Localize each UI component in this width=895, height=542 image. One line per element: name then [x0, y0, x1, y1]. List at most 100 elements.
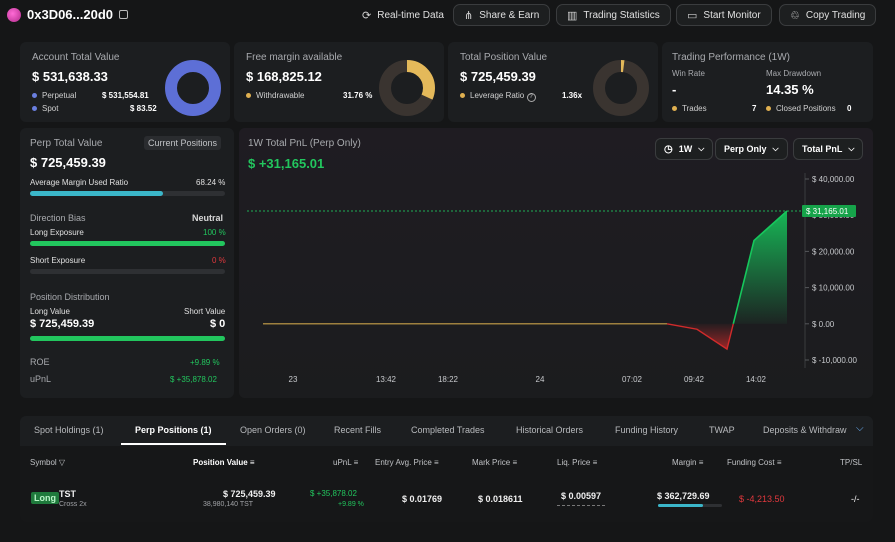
- drawdown-label: Max Drawdown: [766, 69, 822, 78]
- leverage-label: Leverage Ratio ?: [460, 91, 536, 102]
- roe-label: ROE: [30, 357, 50, 367]
- row-entry-price: $ 0.01769: [402, 494, 443, 504]
- withdrawable-label: Withdrawable: [246, 91, 304, 100]
- trading-statistics-button[interactable]: ▥ Trading Statistics: [556, 4, 671, 26]
- chevron-down-icon[interactable]: ⌵: [856, 423, 864, 434]
- stats-icon: ▥: [567, 9, 578, 22]
- distribution-bar-fill: [30, 336, 225, 341]
- copy-icon[interactable]: [119, 10, 129, 19]
- refresh-icon: ⟳: [362, 9, 372, 22]
- x-tick-label: 14:02: [746, 375, 767, 384]
- tab-twap[interactable]: TWAP: [709, 425, 735, 435]
- row-margin: $ 362,729.69: [657, 491, 710, 501]
- pnl-chart: $ 40,000.00$ 30,000.00$ 20,000.00$ 10,00…: [247, 173, 857, 384]
- chevron-down-icon: ⌵: [698, 144, 705, 153]
- short-value: $ 0: [210, 318, 226, 330]
- withdrawable-value: 31.76 %: [343, 91, 373, 100]
- position-donut: [593, 60, 649, 116]
- scope-select[interactable]: Perp Only ⌵: [715, 138, 788, 160]
- tab-completed-trades[interactable]: Completed Trades: [411, 425, 485, 435]
- account-donut: [165, 60, 221, 116]
- sort-icon: ≡: [776, 458, 782, 467]
- active-tab-indicator: [121, 443, 226, 445]
- copy-trading-button[interactable]: ♲ Copy Trading: [779, 4, 877, 26]
- pnl-line-positive: [732, 210, 788, 324]
- col-mark-price[interactable]: Mark Price ≡: [472, 458, 518, 467]
- drawdown-value: 14.35 %: [766, 82, 814, 97]
- sort-icon: ≡: [592, 458, 598, 467]
- short-exposure-bar: [30, 269, 225, 274]
- current-positions-button[interactable]: Current Positions: [144, 136, 222, 150]
- col-tpsl: TP/SL: [840, 458, 863, 467]
- row-upnl: $ +35,878.02: [310, 489, 357, 498]
- sort-icon: ≡: [512, 458, 518, 467]
- avatar: [7, 7, 21, 22]
- col-margin[interactable]: Margin ≡: [672, 458, 704, 467]
- col-funding-cost[interactable]: Funding Cost ≡: [727, 458, 782, 467]
- start-monitor-button[interactable]: ▭ Start Monitor: [676, 4, 772, 26]
- upnl-value: $ +35,878.02: [170, 375, 217, 384]
- closed-positions-value: 0: [847, 104, 852, 113]
- share-icon: ⋔: [464, 9, 474, 22]
- period-select[interactable]: ◷ 1W ⌵: [655, 138, 714, 160]
- x-tick-label: 09:42: [684, 375, 705, 384]
- tab-recent-fills[interactable]: Recent Fills: [334, 425, 382, 435]
- avg-margin-bar-fill: [30, 191, 164, 196]
- win-rate-value: -: [672, 82, 677, 97]
- row-tpsl[interactable]: -/-: [851, 494, 860, 504]
- tab-funding-history[interactable]: Funding History: [615, 425, 679, 435]
- sort-icon: ≡: [698, 458, 704, 467]
- current-value-badge: [802, 204, 856, 217]
- long-exposure-value: 100 %: [203, 228, 226, 237]
- trades-label: Trades: [672, 104, 707, 113]
- tab-open-orders[interactable]: Open Orders (0): [240, 425, 306, 435]
- col-entry-price[interactable]: Entry Avg. Price ≡: [375, 458, 439, 467]
- tab-historical-orders[interactable]: Historical Orders: [516, 425, 584, 435]
- tab-spot-holdings[interactable]: Spot Holdings (1): [34, 425, 104, 435]
- row-upnl-pct: +9.89 %: [338, 501, 364, 508]
- liq-underline: [557, 505, 605, 506]
- positions-table: Symbol ▽ Position Value ≡ uPnL ≡ Entry A…: [20, 446, 873, 522]
- margin-donut: [379, 60, 435, 116]
- win-rate-label: Win Rate: [672, 69, 705, 78]
- col-upnl[interactable]: uPnL ≡: [333, 458, 359, 467]
- x-tick-label: 07:02: [622, 375, 643, 384]
- margin-bar-fill: [658, 504, 703, 507]
- col-symbol[interactable]: Symbol ▽: [30, 458, 66, 467]
- direction-bias-label: Direction Bias: [30, 213, 86, 223]
- col-position-value[interactable]: Position Value ≡: [193, 458, 255, 467]
- metric-select[interactable]: Total PnL ⌵: [793, 138, 864, 160]
- position-value: $ 725,459.39: [460, 69, 536, 84]
- realtime-data-button[interactable]: ⟳ Real-time Data: [362, 9, 444, 22]
- long-value-label: Long Value: [30, 307, 70, 316]
- sort-icon: ≡: [353, 458, 359, 467]
- spot-value: $ 83.52: [130, 104, 157, 113]
- share-earn-button[interactable]: ⋔ Share & Earn: [453, 4, 551, 26]
- x-tick-label: 18:22: [438, 375, 459, 384]
- sort-icon: ≡: [434, 458, 439, 467]
- tab-perp-positions[interactable]: Perp Positions (1): [135, 425, 212, 435]
- positions-tabs: Spot Holdings (1) Perp Positions (1) Ope…: [20, 416, 873, 446]
- donut-perpetual-slice: [165, 60, 221, 116]
- perp-summary-card: Perp Total Value Current Positions $ 725…: [20, 128, 234, 398]
- position-value-card: Total Position Value $ 725,459.39 Levera…: [448, 42, 658, 122]
- tab-deposits-withdrawals[interactable]: Deposits & Withdraw: [763, 425, 847, 435]
- positive-area: [733, 210, 787, 324]
- free-margin-value: $ 168,825.12: [246, 69, 322, 84]
- current-value-label: $ 31,165.01: [806, 207, 849, 216]
- donut-withdrawable-slice: [379, 60, 435, 116]
- spot-label: Spot: [32, 104, 58, 113]
- closed-positions-label: Closed Positions: [766, 104, 836, 113]
- x-tick-label: 13:42: [376, 375, 397, 384]
- x-tick-label: 24: [536, 375, 545, 384]
- performance-card: Trading Performance (1W) Win Rate - Max …: [662, 42, 873, 122]
- margin-bar: [658, 504, 722, 507]
- top-bar: 0x3D06...20d0 ⟳ Real-time Data ⋔ Share &…: [0, 0, 895, 32]
- avg-margin-label: Average Margin Used Ratio: [30, 178, 129, 187]
- avg-margin-value: 68.24 %: [196, 178, 226, 187]
- perp-total-value: $ 725,459.39: [30, 155, 106, 170]
- row-liq-price: $ 0.00597: [561, 491, 602, 501]
- row-size: 38,980,140 TST: [203, 501, 254, 508]
- card-title: Total Position Value: [460, 52, 548, 63]
- col-liq-price[interactable]: Liq. Price ≡: [557, 458, 598, 467]
